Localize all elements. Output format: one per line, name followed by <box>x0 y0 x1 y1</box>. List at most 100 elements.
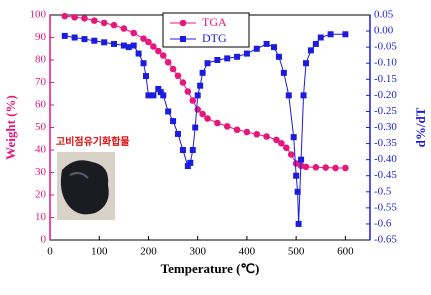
marker <box>111 40 117 47</box>
marker <box>275 53 282 60</box>
marker <box>253 130 261 138</box>
y2-tick-label: -0.15 <box>374 73 397 85</box>
y2-tick-label: -0.20 <box>374 89 397 101</box>
marker <box>263 133 270 140</box>
y-axis-title: Weight (%) <box>3 95 18 160</box>
marker <box>159 52 167 59</box>
marker <box>169 65 177 73</box>
marker <box>157 89 164 96</box>
marker <box>224 55 231 62</box>
marker <box>91 37 98 44</box>
photo <box>57 152 115 220</box>
x-axis-title: Temperature (℃) <box>161 261 260 276</box>
marker <box>303 60 309 67</box>
y-tick-label: 80 <box>35 54 47 66</box>
marker <box>71 13 78 21</box>
y-tick-label: 50 <box>35 121 47 133</box>
legend-label: TGA <box>202 15 227 29</box>
marker <box>135 50 142 57</box>
marker <box>81 15 88 22</box>
marker <box>150 92 157 99</box>
marker <box>165 108 172 115</box>
marker <box>145 92 152 99</box>
y-tick-label: 0 <box>41 234 47 246</box>
marker <box>140 35 147 42</box>
marker <box>302 163 310 171</box>
marker <box>91 17 98 24</box>
y2-tick-label: -0.5 <box>374 185 392 197</box>
marker <box>322 164 329 171</box>
y2-tick-label: -0.45 <box>374 169 397 181</box>
y-tick-label: 100 <box>30 9 47 21</box>
y-tick-label: 30 <box>35 166 47 178</box>
marker <box>187 159 194 166</box>
marker <box>312 40 319 47</box>
y2-tick-label: 0.05 <box>374 9 394 21</box>
marker <box>292 160 300 167</box>
marker <box>263 40 270 47</box>
x-tick-label: 500 <box>288 246 305 258</box>
marker <box>280 69 287 76</box>
y-tick-label: 40 <box>35 144 47 156</box>
x-tick-label: 300 <box>189 246 206 258</box>
marker <box>164 58 172 66</box>
y-tick-label: 90 <box>35 31 47 43</box>
marker <box>317 34 324 41</box>
marker <box>194 92 201 99</box>
marker <box>243 128 251 136</box>
marker <box>214 57 221 63</box>
marker <box>174 72 182 80</box>
marker <box>204 60 211 67</box>
legend-marker <box>179 19 187 27</box>
marker <box>307 47 314 54</box>
marker <box>194 106 201 113</box>
marker <box>145 38 152 46</box>
marker <box>130 29 137 37</box>
marker <box>300 92 307 99</box>
marker <box>101 39 108 46</box>
marker <box>199 110 206 118</box>
x-tick-label: 100 <box>91 246 108 258</box>
marker <box>170 118 177 125</box>
marker <box>81 36 88 43</box>
marker <box>342 164 349 172</box>
marker <box>61 12 69 20</box>
marker <box>120 42 127 49</box>
x-tick-label: 400 <box>239 246 256 258</box>
marker <box>120 25 128 32</box>
marker <box>160 92 167 99</box>
y2-tick-label: -0.10 <box>374 57 397 69</box>
marker <box>125 44 132 51</box>
annotation: 고비점유기화합물 <box>56 135 130 148</box>
y2-axis-title: d%/dT <box>413 107 428 147</box>
legend-label: DTG <box>202 31 227 45</box>
y2-tick-label: -0.05 <box>374 41 397 53</box>
marker <box>332 164 339 172</box>
marker <box>298 156 305 163</box>
marker <box>283 144 290 152</box>
marker <box>327 31 334 38</box>
marker <box>199 69 206 76</box>
y2-tick-label: -0.40 <box>374 153 397 165</box>
y-tick-label: 10 <box>35 211 47 223</box>
x-tick-label: 600 <box>337 246 354 258</box>
marker <box>295 220 302 227</box>
marker <box>293 172 300 179</box>
y2-tick-label: -0.35 <box>374 137 397 149</box>
marker <box>285 92 292 99</box>
marker <box>223 123 231 130</box>
y-tick-label: 20 <box>35 189 47 201</box>
marker <box>155 85 162 92</box>
y2-tick-label: -0.30 <box>374 121 397 133</box>
marker <box>189 147 196 153</box>
marker <box>234 53 241 60</box>
marker <box>155 47 162 55</box>
marker <box>233 126 241 134</box>
marker <box>71 34 78 41</box>
marker <box>342 31 349 38</box>
marker <box>197 82 204 89</box>
legend-marker <box>180 36 186 42</box>
marker <box>312 164 320 171</box>
marker <box>179 79 187 86</box>
